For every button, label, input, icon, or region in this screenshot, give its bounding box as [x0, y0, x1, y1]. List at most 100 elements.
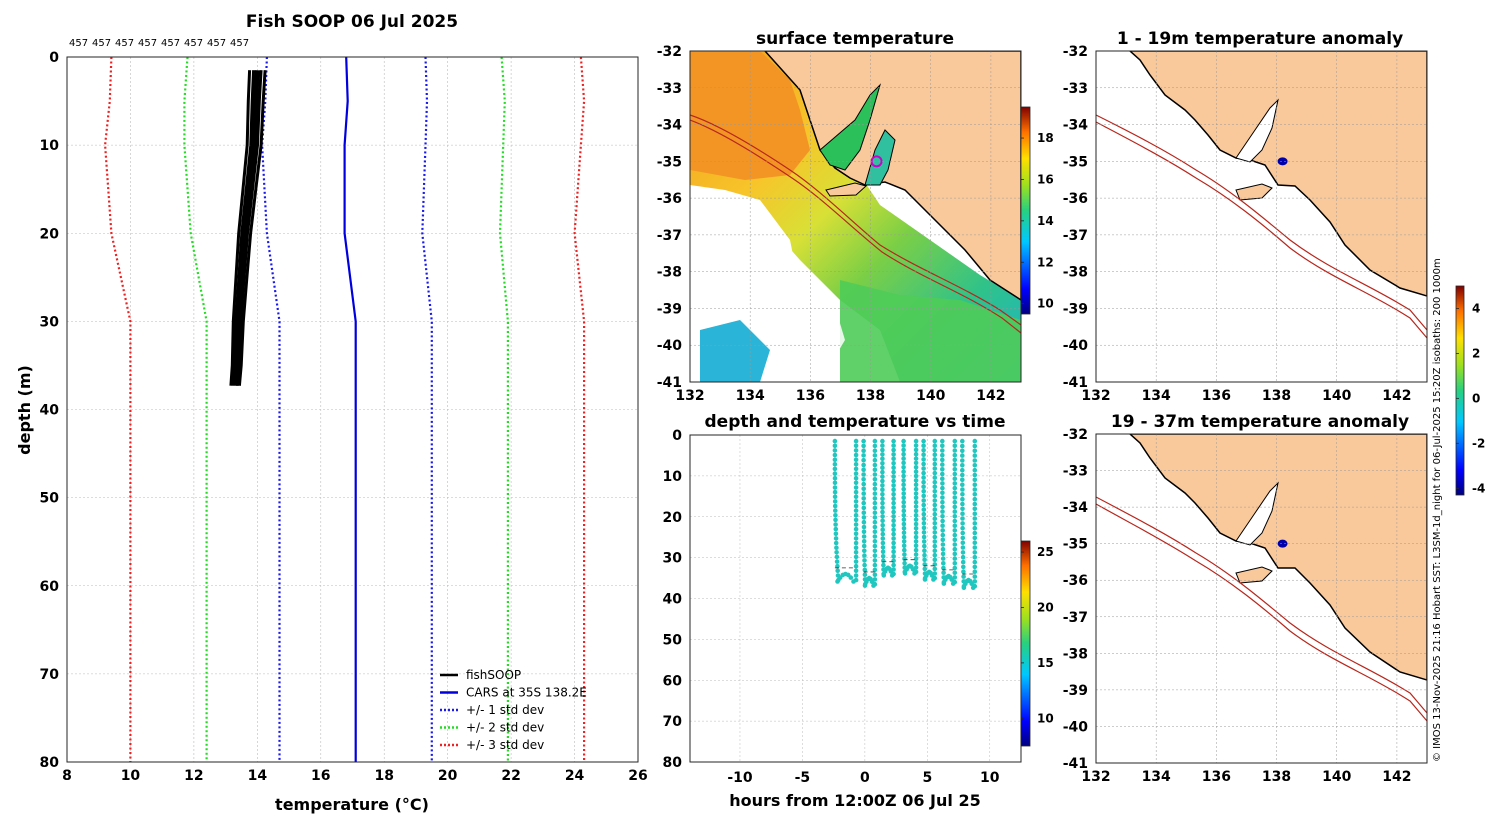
dt-point-169 [881, 573, 887, 578]
dt-point-246 [913, 565, 919, 570]
a1-y-tick-4: -36 [1063, 191, 1088, 207]
dt-point-267 [913, 473, 919, 479]
dt-point-196 [891, 483, 896, 488]
anomaly-1-19-island [1235, 183, 1273, 201]
dt-point-235 [902, 560, 907, 566]
dt-point-419 [960, 463, 965, 468]
dt-point-389 [952, 551, 958, 557]
dt-point-36 [848, 575, 854, 580]
dt-point-473 [972, 482, 978, 488]
dt-point-57 [853, 489, 859, 495]
profile-y-tick-0: 0 [49, 50, 59, 66]
dt-point-180 [891, 554, 896, 559]
dt-point-284 [921, 475, 926, 480]
dt-point-358 [940, 499, 945, 505]
dt-cb-label-1: 15 [1037, 656, 1054, 670]
dt-point-84 [861, 510, 867, 515]
dt-point-304 [922, 566, 928, 572]
dt-point-113 [872, 553, 878, 558]
dt-point-166 [881, 562, 886, 568]
dt-point-263 [913, 491, 919, 496]
dt-point-343 [932, 443, 938, 449]
dt-point-429 [960, 511, 965, 516]
dt-point-97 [862, 572, 868, 577]
dt-point-476 [972, 467, 978, 473]
dt-point-286 [921, 484, 926, 490]
dt-point-464 [972, 525, 978, 531]
dt-point-86 [861, 519, 867, 525]
dt-point-455 [972, 569, 978, 574]
dt-point-199 [891, 469, 896, 475]
dt-point-67 [853, 443, 859, 449]
dt-point-87 [861, 524, 867, 530]
anomaly-1-19-isobath-200 [1096, 114, 1427, 331]
dt-point-275 [913, 438, 919, 444]
dt-point-19 [833, 526, 839, 532]
dt-point-117 [872, 534, 878, 539]
dt-point-360 [940, 509, 945, 514]
anomaly-19-37-land [1128, 434, 1427, 681]
dt-point-319 [932, 552, 938, 558]
depth-time-panel: depth and temperature vs time -10 -5 0 5 10 0… [663, 412, 1054, 810]
dt-point-79 [861, 486, 866, 492]
dt-point-463 [972, 530, 978, 536]
dt-point-92 [862, 548, 867, 554]
dt-point-402 [952, 490, 958, 496]
depth-time-ticks: -10 -5 0 5 10 0 10 20 30 40 50 60 70 80 [663, 428, 1000, 786]
dt-point-71 [861, 448, 866, 454]
dt-point-442 [961, 574, 966, 579]
dt-point-452 [972, 583, 978, 589]
dt-point-209 [901, 447, 906, 453]
sst-cb-label-1: 12 [1037, 255, 1054, 269]
dt-point-59 [853, 480, 859, 486]
dt-point-462 [972, 535, 978, 541]
dt-y-tick-3: 30 [663, 551, 683, 567]
dt-point-307 [922, 577, 928, 582]
sst-x-tick-1: 134 [736, 388, 765, 404]
dt-point-427 [960, 501, 965, 507]
dt-point-95 [862, 562, 867, 568]
dt-point-341 [932, 452, 938, 458]
dt-point-424 [960, 487, 965, 492]
profile-x-tick-4: 16 [311, 768, 330, 784]
anomaly-1-19-panel: 1 - 19m temperature anomaly 132 134 136 138… [1063, 29, 1485, 496]
depth-time-colorbar [1020, 540, 1031, 747]
sst-island [825, 182, 868, 197]
dt-point-354 [940, 481, 945, 486]
dt-point-52 [853, 513, 859, 518]
dt-point-350 [940, 462, 945, 467]
dt-point-347 [940, 448, 945, 453]
depth-time-xlabel: hours from 12:00Z 06 Jul 25 [729, 791, 980, 810]
dt-point-183 [891, 540, 896, 546]
dt-point-228 [901, 530, 907, 535]
dt-point-185 [891, 531, 896, 537]
dt-point-145 [880, 469, 885, 475]
sst-ticks: 132 134 136 138 140 142 -32 -33 -34 -35 -36 -37 -38 -… [657, 44, 1006, 404]
a1-y-tick-5: -37 [1063, 228, 1088, 244]
profile-fishsoop-cast-0 [229, 70, 252, 386]
dt-point-27 [835, 563, 840, 569]
dt-point-48 [853, 531, 859, 537]
dt-point-63 [853, 462, 859, 467]
dt-point-296 [921, 530, 927, 535]
dt-point-179 [891, 558, 896, 563]
dt-point-388 [952, 556, 958, 561]
dt-point-270 [913, 460, 919, 466]
dt-point-129 [872, 477, 878, 482]
dt-point-352 [940, 471, 945, 477]
profile-top-label-1: 457 [92, 38, 111, 49]
dt-point-233 [902, 552, 907, 557]
dt-point-366 [940, 537, 946, 543]
dt-point-6 [832, 466, 838, 472]
dt-point-250 [913, 547, 919, 553]
dt-point-214 [901, 469, 906, 475]
anom-cb-label-0: -4 [1472, 481, 1485, 495]
dt-point-122 [872, 510, 878, 515]
profile-series-6 [573, 57, 586, 762]
dt-point-54 [853, 503, 859, 509]
dt-point-260 [913, 504, 919, 509]
dt-point-294 [921, 521, 927, 526]
dt-point-120 [872, 519, 878, 525]
dt-point-383 [952, 579, 958, 585]
dt-cb-label-3: 25 [1037, 545, 1054, 559]
